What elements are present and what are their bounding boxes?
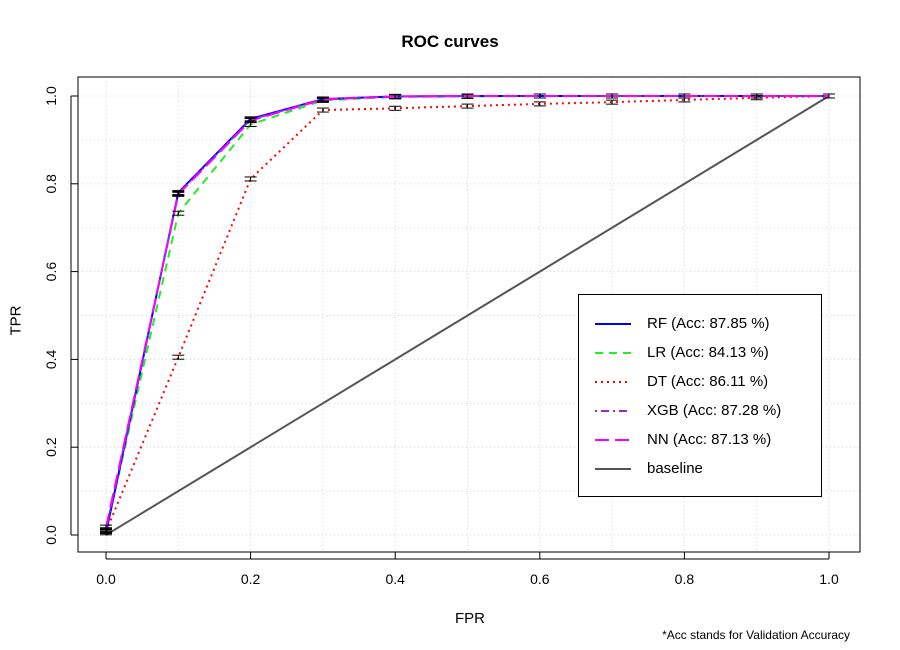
y-tick-label-4: 0.8 — [43, 174, 59, 194]
legend-label-lr: LR (Acc: 84.13 %) — [647, 344, 769, 361]
y-tick-label-1: 0.2 — [43, 437, 59, 457]
error-bar-dt-1 — [172, 355, 184, 359]
y-tick-label-3: 0.6 — [43, 262, 59, 282]
legend-label-xgb: XGB (Acc: 87.28 %) — [647, 402, 781, 419]
legend: RF (Acc: 87.85 %) LR (Acc: 84.13 %) DT (… — [578, 294, 822, 497]
legend-item-rf: RF (Acc: 87.85 %) — [579, 314, 821, 334]
legend-label-nn: NN (Acc: 87.13 %) — [647, 431, 771, 448]
legend-item-nn: NN (Acc: 87.13 %) — [579, 430, 821, 450]
y-tick-label-2: 0.4 — [43, 349, 59, 369]
error-bar-dt-3 — [317, 108, 329, 112]
error-bar-dt-4 — [389, 106, 401, 110]
footnote: *Acc stands for Validation Accuracy — [662, 628, 850, 642]
x-tick-label-4: 0.8 — [675, 571, 695, 587]
chart-title: ROC curves — [0, 32, 900, 52]
legend-label-baseline: baseline — [647, 460, 703, 477]
error-bar-dt-2 — [245, 177, 257, 181]
y-tick-label-0: 0.0 — [43, 525, 59, 545]
y-tick-label-5: 1.0 — [43, 86, 59, 106]
x-axis-label: FPR — [420, 610, 520, 627]
legend-label-dt: DT (Acc: 86.11 %) — [647, 373, 768, 390]
y-axis-label: TPR — [8, 301, 25, 341]
legend-label-rf: RF (Acc: 87.85 %) — [647, 315, 770, 332]
legend-item-lr: LR (Acc: 84.13 %) — [579, 343, 821, 363]
legend-item-dt: DT (Acc: 86.11 %) — [579, 372, 821, 392]
x-tick-label-1: 0.2 — [241, 571, 261, 587]
x-tick-label-2: 0.4 — [385, 571, 405, 587]
legend-item-xgb: XGB (Acc: 87.28 %) — [579, 401, 821, 421]
x-tick-label-0: 0.0 — [96, 571, 116, 587]
x-tick-label-5: 1.0 — [819, 571, 839, 587]
legend-item-baseline: baseline — [579, 459, 821, 479]
x-tick-label-3: 0.6 — [530, 571, 550, 587]
error-bar-dt-5 — [462, 104, 474, 108]
